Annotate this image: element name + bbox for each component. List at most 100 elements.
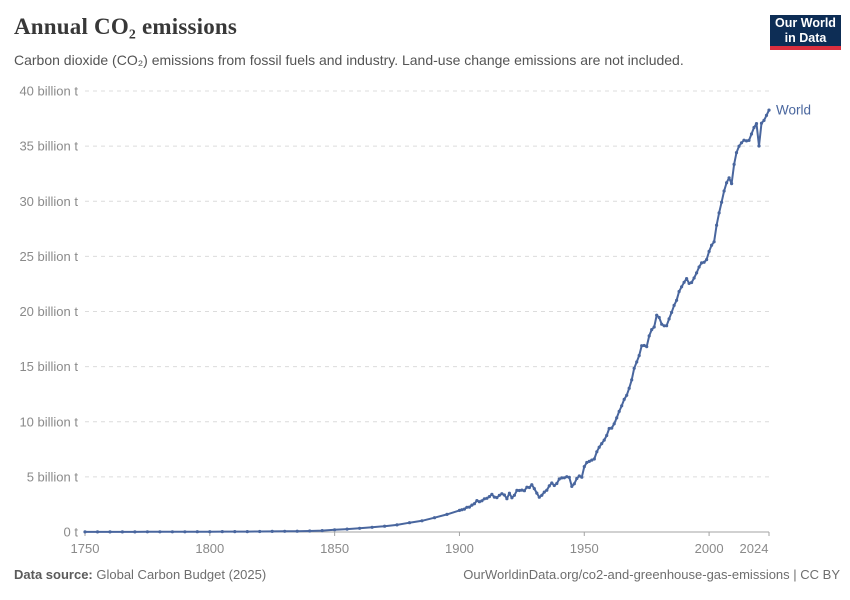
data-point-marker — [145, 530, 149, 534]
data-point-marker — [695, 271, 699, 275]
data-point-marker — [482, 497, 486, 501]
page-title: Annual CO₂ emissions — [14, 14, 238, 39]
data-point-marker — [652, 325, 656, 329]
data-point-marker — [734, 151, 739, 155]
data-point-marker — [258, 529, 262, 534]
data-point-marker — [622, 397, 626, 401]
x-axis-tick-label: 1900 — [445, 541, 474, 556]
data-point-marker — [667, 317, 671, 321]
data-point-marker — [485, 496, 489, 500]
footer-url-license[interactable]: OurWorldinData.org/co2-and-greenhouse-ga… — [463, 567, 840, 582]
data-point-marker — [575, 476, 579, 481]
data-point-marker — [605, 433, 609, 438]
x-axis-tick-label: 1800 — [195, 541, 224, 556]
data-point-marker — [512, 493, 517, 497]
data-point-marker — [465, 505, 469, 509]
data-point-marker — [500, 492, 504, 496]
data-point-marker — [545, 488, 549, 492]
data-point-marker — [640, 344, 644, 348]
data-point-marker — [537, 495, 541, 499]
series-end-label[interactable]: World — [776, 103, 811, 118]
data-point-marker — [345, 527, 349, 531]
data-point-marker — [562, 476, 566, 480]
data-point-marker — [632, 366, 636, 370]
data-point-marker — [320, 529, 324, 533]
data-point-marker — [744, 139, 749, 143]
data-point-marker — [560, 476, 564, 480]
data-point-marker — [395, 523, 399, 527]
data-point-marker — [615, 416, 619, 420]
data-point-marker — [732, 162, 736, 166]
world-emissions-line[interactable] — [84, 109, 770, 533]
y-axis-tick-label: 30 billion t — [19, 194, 78, 209]
x-axis-tick-label: 1750 — [71, 541, 100, 556]
owid-logo[interactable]: Our World in Data — [770, 15, 841, 50]
data-point-marker — [420, 519, 424, 523]
data-point-marker — [675, 298, 679, 302]
data-point-marker — [590, 458, 594, 462]
data-point-marker — [522, 489, 527, 493]
data-point-marker — [540, 493, 544, 497]
data-point-marker — [587, 459, 591, 463]
data-point-marker — [710, 243, 714, 247]
data-point-marker — [612, 422, 616, 426]
data-point-marker — [472, 502, 476, 506]
owid-logo-line1: Our World — [775, 15, 836, 30]
data-point-marker — [702, 260, 706, 264]
data-point-marker — [470, 503, 474, 507]
data-point-marker — [490, 492, 494, 496]
data-point-marker — [627, 386, 631, 390]
data-point-marker — [642, 343, 646, 348]
data-point-marker — [657, 315, 661, 320]
data-point-marker — [133, 530, 137, 534]
data-point-marker — [505, 497, 509, 501]
data-point-marker — [220, 530, 224, 534]
data-point-marker — [383, 524, 387, 528]
data-point-marker — [525, 485, 529, 489]
data-point-marker — [555, 481, 559, 486]
data-point-marker — [552, 483, 556, 488]
data-point-marker — [692, 276, 696, 280]
data-point-marker — [502, 493, 506, 497]
data-point-marker — [672, 303, 676, 307]
data-point-marker — [582, 465, 586, 469]
data-point-marker — [685, 277, 689, 281]
data-point-marker — [407, 521, 412, 525]
data-point-marker — [532, 487, 536, 491]
data-point-marker — [515, 488, 519, 492]
data-point-marker — [480, 499, 484, 503]
data-point-marker — [270, 529, 274, 534]
y-axis-tick-label: 15 billion t — [19, 359, 78, 374]
y-axis-tick-label: 40 billion t — [19, 84, 78, 99]
data-point-marker — [475, 499, 479, 503]
data-source-label: Data source: — [14, 567, 93, 582]
data-point-marker — [762, 118, 766, 122]
data-point-marker — [700, 261, 704, 265]
data-point-marker — [308, 529, 312, 533]
data-point-marker — [607, 426, 611, 431]
data-point-marker — [680, 285, 684, 289]
data-point-marker — [670, 310, 674, 314]
data-point-marker — [707, 249, 711, 253]
data-point-marker — [645, 345, 649, 349]
data-point-marker — [720, 200, 724, 204]
data-point-marker — [655, 313, 659, 317]
owid-logo-line2: in Data — [784, 30, 827, 45]
data-point-marker — [715, 223, 719, 227]
y-axis-tick-label: 0 t — [64, 525, 79, 540]
y-axis-tick-label: 35 billion t — [19, 139, 78, 154]
data-point-marker — [650, 328, 654, 332]
data-point-marker — [662, 324, 666, 328]
x-axis-tick-label: 1950 — [570, 541, 599, 556]
data-point-marker — [460, 508, 464, 512]
data-point-marker — [722, 189, 726, 193]
data-point-marker — [754, 122, 759, 126]
data-point-marker — [660, 322, 664, 326]
data-point-marker — [183, 530, 187, 534]
data-point-marker — [764, 113, 769, 117]
data-point-marker — [752, 125, 756, 130]
data-point-marker — [767, 108, 771, 112]
chart-footer: Data source: Global Carbon Budget (2025)… — [14, 567, 840, 582]
data-point-marker — [585, 460, 589, 465]
data-point-marker — [462, 507, 466, 511]
